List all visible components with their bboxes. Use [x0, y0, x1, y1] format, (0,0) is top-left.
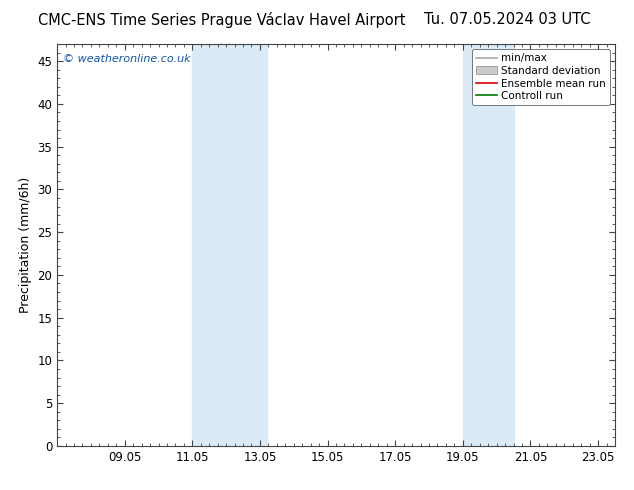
Bar — [192, 44, 267, 446]
Bar — [463, 44, 514, 446]
Text: CMC-ENS Time Series Prague Václav Havel Airport: CMC-ENS Time Series Prague Václav Havel … — [38, 12, 406, 28]
Legend: min/max, Standard deviation, Ensemble mean run, Controll run: min/max, Standard deviation, Ensemble me… — [472, 49, 610, 105]
Text: Tu. 07.05.2024 03 UTC: Tu. 07.05.2024 03 UTC — [424, 12, 590, 27]
Y-axis label: Precipitation (mm/6h): Precipitation (mm/6h) — [19, 177, 32, 313]
Text: © weatheronline.co.uk: © weatheronline.co.uk — [63, 54, 190, 64]
